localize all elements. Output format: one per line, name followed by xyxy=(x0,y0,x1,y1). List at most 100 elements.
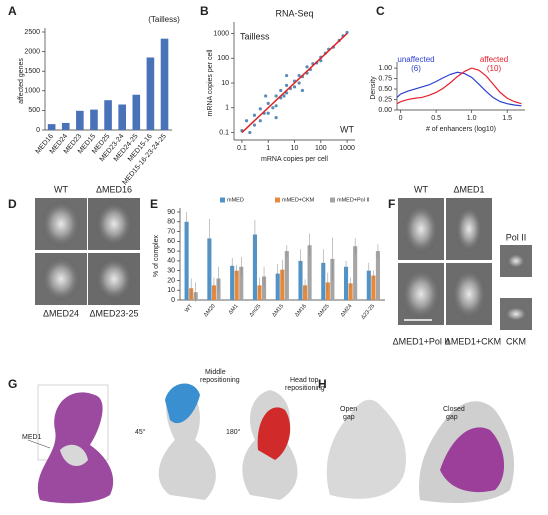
bar xyxy=(230,265,235,300)
y-tick-label: 0.75 xyxy=(378,75,392,82)
point xyxy=(258,107,262,111)
x-tick-label: 0.1 xyxy=(237,145,247,152)
x-tick-label: 1 xyxy=(266,145,270,152)
y-axis-label: Density xyxy=(370,76,377,100)
structure-label: MED1 xyxy=(22,434,42,441)
y-tick-label: 100 xyxy=(217,55,229,62)
structure-label: repositioning xyxy=(200,377,240,384)
legend-swatch xyxy=(330,197,335,203)
x-tick-label: ΔM24 xyxy=(340,303,354,318)
legend-count: (10) xyxy=(487,64,502,73)
y-tick-label: 60 xyxy=(167,238,175,245)
bar xyxy=(104,100,112,130)
point xyxy=(284,73,289,78)
point xyxy=(252,113,257,117)
image-label: WT xyxy=(414,184,428,194)
y-tick-label: 70 xyxy=(167,228,175,235)
y-tick-label: 20 xyxy=(167,277,175,284)
bar xyxy=(239,266,244,300)
x-tick-label: Δm25 xyxy=(249,303,263,318)
em-images-f xyxy=(398,198,532,330)
x-axis-label: mRNA copies per cell xyxy=(261,156,328,163)
y-tick-label: 0 xyxy=(171,297,175,304)
x-tick-label: ΔM16 xyxy=(294,303,308,318)
y-tick-label: 80 xyxy=(167,219,175,226)
panel-label: B xyxy=(200,4,209,18)
structures-g xyxy=(27,383,298,504)
point xyxy=(248,130,252,135)
point xyxy=(300,88,305,93)
x-tick-label: 0 xyxy=(399,115,403,122)
y-tick-label: 1.00 xyxy=(378,65,392,72)
fit-line xyxy=(241,32,348,134)
y-tick-label: 1000 xyxy=(24,88,40,95)
point xyxy=(297,81,301,85)
y-tick-label: 90 xyxy=(167,209,175,216)
x-tick-label: 1.5 xyxy=(502,115,512,122)
structure-label: Middle xyxy=(205,369,226,376)
y-tick-label: 0.50 xyxy=(378,86,392,93)
point xyxy=(297,73,301,78)
bar xyxy=(118,104,126,130)
legend-swatch xyxy=(220,197,225,203)
rotation-label: 180° xyxy=(226,428,241,436)
image-label: WT xyxy=(54,184,68,194)
image-label: CKM xyxy=(506,336,526,346)
y-tick-label: 0.1 xyxy=(219,129,229,136)
bar xyxy=(47,124,56,130)
y-axis-label: % of complex xyxy=(153,234,160,277)
image-label: ΔMED1 xyxy=(453,184,484,194)
y-tick-label: 500 xyxy=(28,107,40,114)
bar xyxy=(132,94,141,130)
structure-label: gap xyxy=(343,414,355,421)
bar xyxy=(184,221,189,300)
panel-label: F xyxy=(388,197,395,211)
bar xyxy=(61,122,70,130)
legend-label: unaffected xyxy=(397,55,434,64)
point xyxy=(274,94,278,98)
structure-label: Open xyxy=(340,406,357,413)
legend-label: mMED+Pol II xyxy=(337,197,370,203)
panel-label: E xyxy=(150,197,158,211)
density-line xyxy=(396,71,522,107)
y-tick-label: 2000 xyxy=(24,48,40,55)
annotation: (Tailless) xyxy=(148,15,180,24)
structures-h xyxy=(326,399,515,503)
bar xyxy=(234,270,239,300)
x-tick-label: 1000 xyxy=(339,145,355,152)
point xyxy=(292,85,297,89)
panel-label: D xyxy=(8,197,17,211)
y-tick-label: 0 xyxy=(36,127,40,134)
structure-label: gap xyxy=(446,414,458,421)
bar xyxy=(353,246,358,300)
point xyxy=(274,104,278,108)
bar xyxy=(160,38,169,130)
legend-count: (6) xyxy=(411,64,421,73)
point xyxy=(282,94,286,98)
y-tick-label: 40 xyxy=(167,258,175,265)
structure-label: Closed xyxy=(443,406,465,413)
y-tick-label: 1 xyxy=(225,105,229,112)
x-tick-label: 100 xyxy=(315,145,327,152)
density-line xyxy=(396,67,522,105)
x-tick-label: ΔM15 xyxy=(271,303,285,318)
legend-swatch xyxy=(275,197,280,203)
x-axis-label: # of enhancers (log10) xyxy=(426,126,496,133)
point xyxy=(266,111,270,115)
bar xyxy=(321,262,326,300)
panel-label: A xyxy=(8,4,17,18)
bar xyxy=(375,251,380,300)
point xyxy=(252,123,257,127)
bar xyxy=(280,269,285,300)
x-tick-label: 10 xyxy=(291,145,299,152)
y-tick-label: 1000 xyxy=(213,30,229,37)
point xyxy=(274,116,278,120)
x-tick-label: ΔM1 xyxy=(228,303,240,316)
annotation: WT xyxy=(340,124,354,134)
bar xyxy=(366,270,371,300)
bar xyxy=(262,276,267,300)
panel-label: H xyxy=(318,377,327,391)
x-tick-label: 1.0 xyxy=(467,115,477,122)
